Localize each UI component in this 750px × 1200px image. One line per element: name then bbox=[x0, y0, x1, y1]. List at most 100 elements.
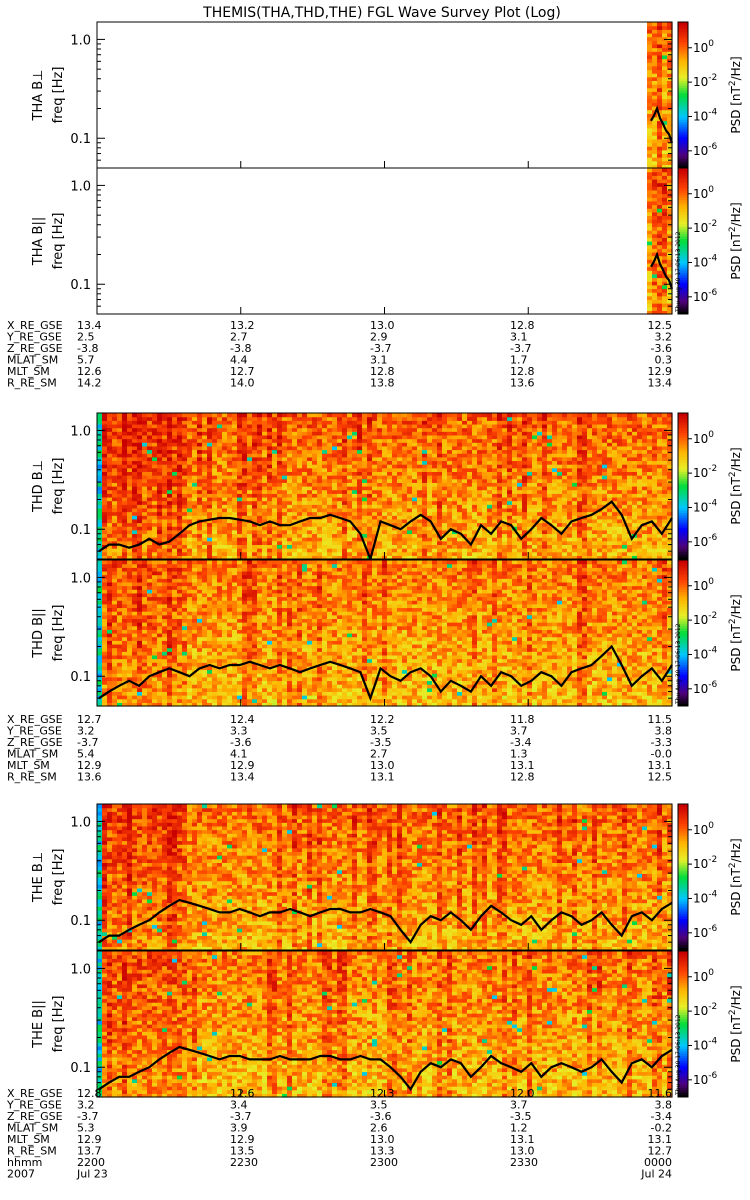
spectrogram-cell bbox=[157, 551, 163, 556]
spectrogram-cell bbox=[562, 548, 568, 553]
spectrogram-cell bbox=[657, 189, 663, 195]
spectrogram-cell bbox=[657, 208, 663, 213]
spectrogram-cell bbox=[162, 453, 168, 458]
spectrogram-cell bbox=[322, 456, 328, 462]
spectrogram-cell bbox=[647, 241, 653, 246]
spectrogram-cell bbox=[342, 544, 348, 549]
spectrogram-cell bbox=[492, 467, 498, 472]
spectrogram-cell bbox=[282, 504, 288, 509]
spectrogram-cell bbox=[192, 467, 198, 472]
spectrogram-cell bbox=[327, 515, 333, 520]
spectrogram-cell bbox=[377, 475, 383, 480]
spectrogram-cell bbox=[112, 507, 118, 513]
spectrogram-cell bbox=[227, 511, 233, 516]
spectrogram-cell bbox=[547, 486, 553, 491]
spectrogram-cell bbox=[587, 551, 593, 556]
spectrogram-cell bbox=[362, 478, 368, 483]
spectrogram-cell bbox=[242, 526, 248, 531]
spectrogram-cell bbox=[372, 496, 378, 502]
spectrogram-cell bbox=[587, 489, 593, 494]
spectrogram-cell bbox=[582, 540, 588, 545]
spectrogram-cell bbox=[192, 496, 198, 502]
spectrogram-cell bbox=[667, 116, 673, 122]
spectrogram-cell bbox=[137, 526, 143, 531]
spectrogram-cell bbox=[487, 453, 493, 458]
spectrogram-cell bbox=[127, 511, 133, 516]
spectrogram-cell bbox=[167, 540, 173, 545]
spectrogram-cell bbox=[327, 427, 333, 432]
spectrogram-cell bbox=[622, 493, 628, 498]
spectrogram-cell bbox=[562, 518, 568, 524]
spectrogram-cell bbox=[442, 478, 448, 483]
spectrogram-cell bbox=[117, 438, 123, 443]
spectrogram-cell bbox=[142, 478, 148, 483]
spectrogram-cell bbox=[437, 544, 443, 549]
spectrogram-cell bbox=[217, 467, 223, 472]
spectrogram-cell bbox=[142, 442, 148, 447]
spectrogram-cell bbox=[237, 511, 243, 516]
spectrogram-cell bbox=[112, 471, 118, 476]
spectrogram-cell bbox=[312, 522, 318, 527]
spectrogram-cell bbox=[192, 413, 198, 418]
spectrogram-cell bbox=[312, 434, 318, 440]
spectrogram-cell bbox=[657, 303, 663, 308]
spectrogram-cell bbox=[562, 533, 568, 538]
spectrogram-cell bbox=[607, 413, 613, 418]
spectrogram-cell bbox=[377, 515, 383, 520]
spectrogram-cell bbox=[517, 551, 523, 556]
spectrogram-cell bbox=[237, 464, 243, 469]
spectrogram-cell bbox=[182, 423, 188, 429]
spectrogram-cell bbox=[187, 486, 193, 491]
spectrogram-cell bbox=[177, 471, 183, 476]
spectrogram-cell bbox=[352, 518, 358, 524]
spectrogram-cell bbox=[207, 504, 213, 509]
spectrogram-cell bbox=[122, 555, 128, 560]
spectrogram-cell bbox=[247, 431, 253, 436]
spectrogram-cell bbox=[422, 475, 428, 480]
spectrogram-cell bbox=[367, 500, 373, 505]
spectrogram-cell bbox=[492, 548, 498, 553]
spectrogram-cell bbox=[107, 511, 113, 516]
spectrogram-cell bbox=[392, 460, 398, 465]
spectrogram-cell bbox=[282, 456, 288, 462]
spectrogram-cell bbox=[622, 555, 628, 560]
spectrogram-cell bbox=[272, 427, 278, 432]
spectrogram-cell bbox=[362, 496, 368, 502]
spectrogram-cell bbox=[622, 449, 628, 454]
spectrogram-cell bbox=[657, 255, 663, 260]
spectrogram-cell bbox=[292, 423, 298, 429]
spectrogram-cell bbox=[147, 496, 153, 502]
spectrogram-cell bbox=[377, 504, 383, 509]
spectrogram-cell bbox=[117, 548, 123, 553]
spectrogram-cell bbox=[317, 486, 323, 491]
spectrogram-cell bbox=[267, 486, 273, 491]
spectrogram-cell bbox=[397, 522, 403, 527]
spectrogram-cell bbox=[237, 482, 243, 487]
spectrogram-cell bbox=[432, 420, 438, 425]
y-tick-label: 0.1 bbox=[70, 278, 91, 293]
spectrogram-cell bbox=[397, 500, 403, 505]
spectrogram-cell bbox=[352, 504, 358, 509]
spectrogram-cell bbox=[597, 438, 603, 443]
spectrogram-cell bbox=[612, 500, 618, 505]
spectrogram-cell bbox=[607, 496, 613, 502]
spectrogram-cell bbox=[447, 551, 453, 556]
spectrogram-cell bbox=[452, 544, 458, 549]
spectrogram-cell bbox=[412, 453, 418, 458]
spectrogram-cell bbox=[602, 526, 608, 531]
spectrogram-cell bbox=[482, 449, 488, 454]
spectrogram-cell bbox=[307, 540, 313, 545]
spectrogram-cell bbox=[392, 540, 398, 545]
spectrogram-cell bbox=[337, 460, 343, 465]
colorbar-segment bbox=[678, 189, 688, 193]
spectrogram-cell bbox=[632, 413, 638, 418]
colorbar-tick-label: 100 bbox=[693, 39, 714, 55]
spectrogram-cell bbox=[392, 423, 398, 429]
spectrogram-cell bbox=[542, 464, 548, 469]
spectrogram-cell bbox=[437, 529, 443, 535]
colorbar-segment bbox=[678, 163, 688, 167]
spectrogram-cell bbox=[647, 131, 653, 136]
spectrogram-cell bbox=[662, 178, 668, 184]
spectrogram-cell bbox=[662, 175, 668, 180]
